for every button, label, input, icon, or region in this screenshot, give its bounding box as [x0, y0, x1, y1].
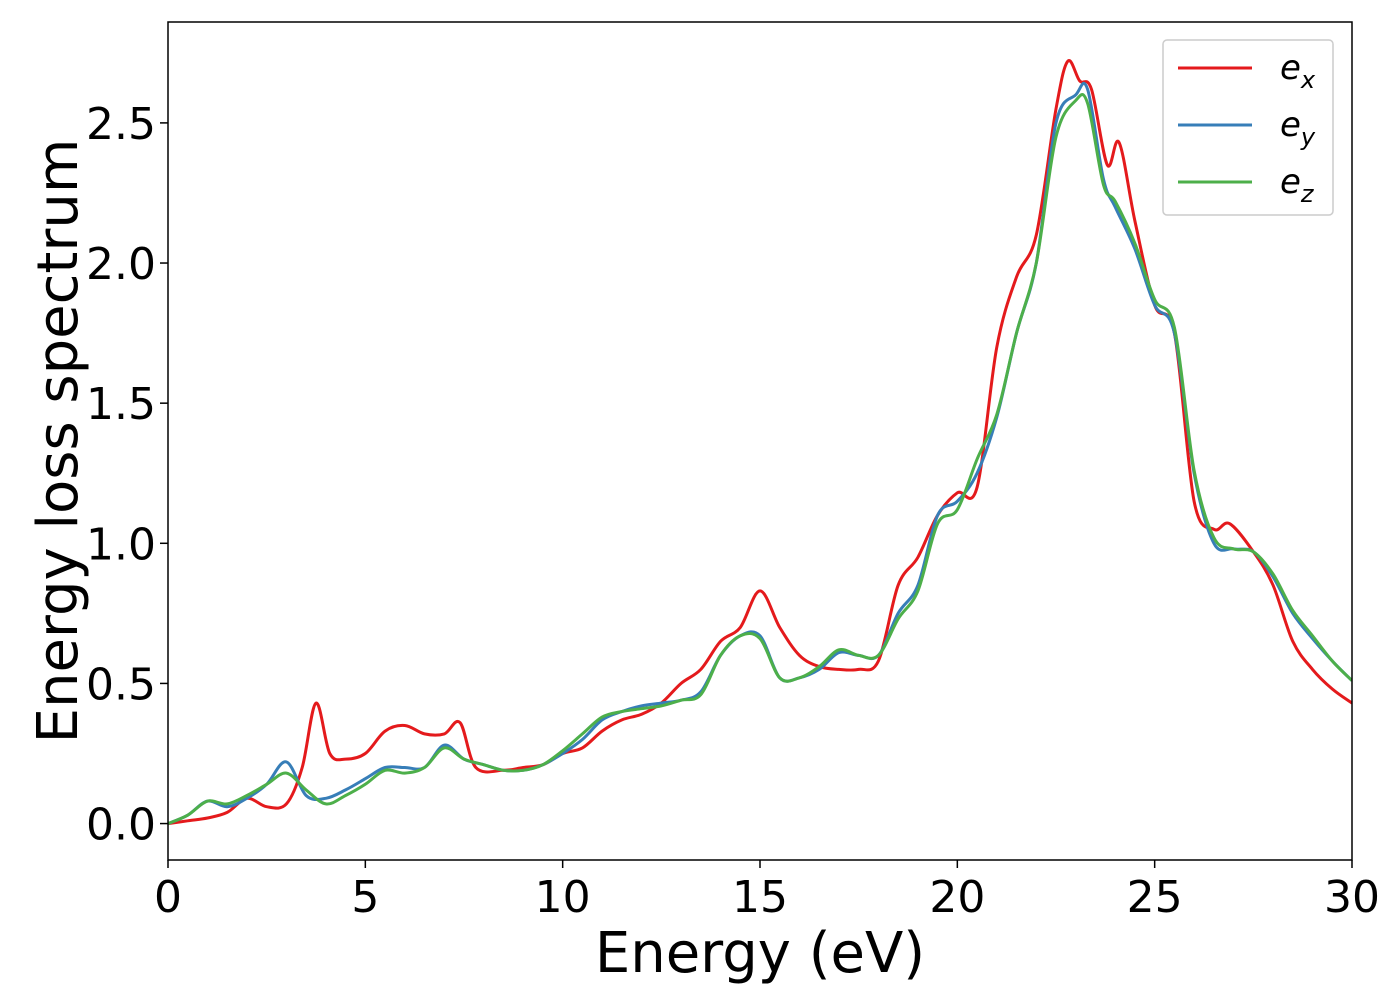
- y-tick-label: 0.0: [86, 800, 156, 851]
- y-tick-label: 2.5: [86, 99, 156, 150]
- x-tick-label: 25: [1127, 872, 1183, 923]
- tick-layer: 0 5 10 15 20 25 30 0.0 0.5 1.0 1.5 2.0 2.5: [86, 99, 1380, 923]
- plot-frame: [167, 21, 1353, 861]
- series-layer: [168, 59, 1352, 826]
- x-axis-title: Energy (eV): [595, 921, 925, 986]
- legend-label-y: ey: [1280, 105, 1316, 151]
- y-axis-title: Energy loss spectrum: [26, 139, 91, 744]
- legend-label-x: ex: [1280, 48, 1316, 94]
- y-tick-label: 0.5: [86, 659, 156, 710]
- y-tick-label: 1.5: [86, 379, 156, 430]
- x-tick-label: 0: [154, 872, 182, 923]
- x-tick-label: 30: [1324, 872, 1380, 923]
- y-tick-label: 2.0: [86, 239, 156, 290]
- legend-box: [1162, 39, 1334, 216]
- legend: ex ey ez: [1162, 39, 1334, 216]
- x-tick-label: 20: [929, 872, 985, 923]
- x-tick-label: 15: [732, 872, 788, 923]
- y-tick-label: 1.0: [86, 519, 156, 570]
- legend-label-z: ez: [1280, 162, 1315, 208]
- x-tick-label: 10: [535, 872, 591, 923]
- series-line-z: [168, 93, 1352, 825]
- x-tick-label: 5: [351, 872, 379, 923]
